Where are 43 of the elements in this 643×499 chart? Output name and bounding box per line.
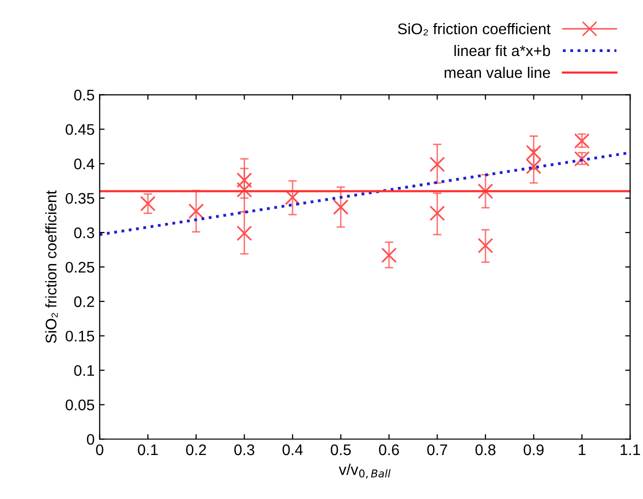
point <box>236 225 252 241</box>
point <box>381 247 397 264</box>
x-tick-label: 0.6 <box>378 444 399 456</box>
x-tick-label: 0.7 <box>427 444 448 456</box>
point <box>478 183 494 199</box>
point <box>140 196 156 212</box>
x-tick-label: 0.5 <box>330 444 351 456</box>
x-tick-label: 0.2 <box>186 444 206 456</box>
y-tick-label: 0.35 <box>66 192 94 204</box>
y-tick-label: 0 <box>86 434 94 445</box>
legend-label: mean value line <box>444 66 550 78</box>
y-tick-label: 0.3 <box>74 227 94 238</box>
legend-label: linear fit a*x+b <box>454 44 550 56</box>
x-tick-label: 0.1 <box>138 444 158 456</box>
point <box>574 151 590 167</box>
legend-label: SiO₂ friction coefficient <box>398 23 551 36</box>
x-tick-label: 1 <box>578 444 586 456</box>
x-axis-title: v/v$_{0,Ball}$ <box>338 464 391 479</box>
x-tick-label: 0.8 <box>475 444 496 456</box>
point <box>478 238 494 254</box>
y-tick-label: 0.2 <box>74 296 94 308</box>
x-tick-label: 0.4 <box>282 444 303 456</box>
point <box>574 133 590 149</box>
y-tick-label: 0.5 <box>74 90 94 100</box>
x-tick-label: 0 <box>96 444 104 456</box>
point <box>429 205 446 222</box>
point <box>236 182 252 198</box>
y-tick-label: 0.4 <box>74 158 94 170</box>
point <box>526 158 542 174</box>
y-axis-title: SiO₂ friction coefficient <box>45 190 58 343</box>
point <box>188 203 204 219</box>
x-tick-label: 1.1 <box>620 444 640 456</box>
y-tick-label: 0.25 <box>66 262 94 273</box>
x-tick-label: 0.3 <box>234 444 254 456</box>
y-tick-label: 0.45 <box>66 124 94 135</box>
y-tick-label: 0.15 <box>66 330 94 342</box>
y-tick-label: 0.1 <box>74 365 94 376</box>
point <box>236 172 252 188</box>
point <box>526 144 542 160</box>
x-tick-label: 0.9 <box>524 444 544 456</box>
point <box>429 156 446 172</box>
point <box>333 199 349 215</box>
y-tick-label: 0.05 <box>66 400 94 410</box>
